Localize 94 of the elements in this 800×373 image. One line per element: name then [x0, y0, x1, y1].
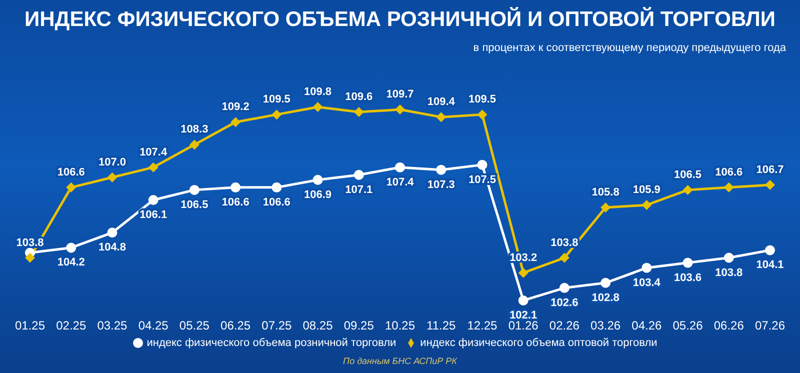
data-label: 109.4	[427, 96, 456, 108]
point	[559, 252, 570, 263]
data-label: 104.2	[57, 256, 85, 269]
legend-label: индекс физического объема оптовой торговли	[420, 337, 658, 349]
point	[765, 180, 775, 190]
data-label: 109.2	[222, 101, 250, 114]
point	[395, 104, 405, 115]
point	[148, 194, 158, 205]
data-label: 107.3	[427, 178, 455, 191]
point	[477, 110, 488, 120]
data-label: 107.4	[140, 146, 168, 158]
point	[600, 202, 611, 213]
point	[724, 182, 734, 192]
x-tick-label: 12.25	[467, 318, 498, 333]
data-label: 103.6	[674, 272, 702, 284]
data-label: 104.1	[756, 259, 784, 272]
point	[230, 117, 241, 128]
data-label: 106.6	[57, 166, 85, 178]
point	[436, 164, 446, 175]
data-label: 102.6	[550, 296, 578, 309]
point	[642, 200, 652, 210]
data-label: 109.8	[304, 86, 332, 98]
point	[189, 140, 200, 150]
point	[312, 174, 323, 185]
data-label: 106.5	[180, 198, 208, 211]
data-label: 108.3	[180, 124, 208, 136]
x-tick-label: 01.25	[14, 318, 46, 333]
data-label: 107.4	[386, 176, 415, 188]
x-tick-label: 11.25	[426, 318, 456, 333]
data-label: 103.8	[715, 266, 743, 279]
data-label: 107.1	[345, 184, 373, 196]
data-label: 102.8	[592, 292, 620, 304]
point	[272, 182, 282, 192]
data-label: 106.6	[262, 196, 290, 208]
point	[312, 102, 323, 112]
x-tick-label: 05.26	[672, 318, 704, 333]
point	[559, 282, 570, 293]
legend-label: индекс физического объема розничной торговли	[146, 337, 396, 349]
point	[66, 182, 76, 192]
point	[600, 278, 611, 288]
x-tick-label: 08.25	[302, 318, 334, 333]
data-label: 109.6	[345, 91, 373, 104]
point	[354, 170, 364, 180]
point	[107, 172, 118, 182]
point	[189, 184, 200, 195]
point	[354, 107, 364, 118]
point	[230, 182, 241, 192]
x-tick-label: 07.26	[754, 318, 786, 333]
point	[148, 162, 158, 172]
data-label: 102.1	[510, 309, 538, 322]
data-label: 106.9	[304, 188, 332, 201]
point	[272, 110, 282, 120]
x-tick-label: 04.26	[632, 318, 662, 333]
x-tick-label: 06.25	[220, 318, 251, 333]
point	[765, 245, 775, 256]
data-label: 103.4	[632, 276, 662, 289]
x-tick-label: 02.25	[56, 318, 86, 333]
x-tick-label: 10.25	[384, 318, 416, 333]
point	[25, 252, 35, 263]
x-tick-label: 03.25	[97, 318, 128, 333]
point	[395, 162, 405, 172]
point	[477, 160, 488, 170]
data-label: 109.5	[262, 94, 290, 106]
x-tick-label: 02.26	[549, 318, 580, 333]
data-label: 106.7	[756, 164, 784, 176]
data-label: 105.8	[592, 186, 620, 199]
data-label: 106.6	[715, 166, 743, 178]
chart-title: ИНДЕКС ФИЗИЧЕСКОГО ОБЪЕМА РОЗНИЧНОЙ И ОПТОВОЙ ТОРГОВЛИ	[24, 8, 776, 32]
x-tick-label: 05.25	[179, 318, 210, 333]
data-label: 109.5	[468, 94, 496, 106]
text: По данным БНС АСПиР РК	[342, 356, 458, 366]
point	[642, 262, 652, 273]
data-label: 105.9	[632, 184, 660, 196]
point	[682, 258, 693, 268]
point	[66, 242, 76, 253]
x-tick-label: 09.25	[344, 318, 374, 333]
point	[518, 268, 528, 278]
x-tick-label: 06.26	[714, 318, 744, 333]
point	[724, 252, 734, 263]
data-label: 107.0	[98, 156, 126, 168]
point	[107, 228, 118, 238]
x-tick-label: 03.26	[590, 318, 621, 333]
point	[682, 184, 693, 195]
point	[518, 295, 528, 306]
data-label: 106.6	[222, 196, 250, 208]
chart-subtitle: в процентах к соответствующему периоду предыдущего года	[473, 42, 786, 54]
x-tick-label: 01.26	[508, 318, 539, 333]
x-tick-label: 04.25	[138, 318, 169, 333]
data-label: 106.1	[140, 208, 168, 221]
data-label: 109.7	[386, 88, 414, 101]
point	[436, 112, 446, 122]
data-label: 104.8	[98, 242, 126, 254]
x-tick-label: 07.25	[262, 318, 292, 333]
data-label: 106.5	[674, 168, 702, 181]
